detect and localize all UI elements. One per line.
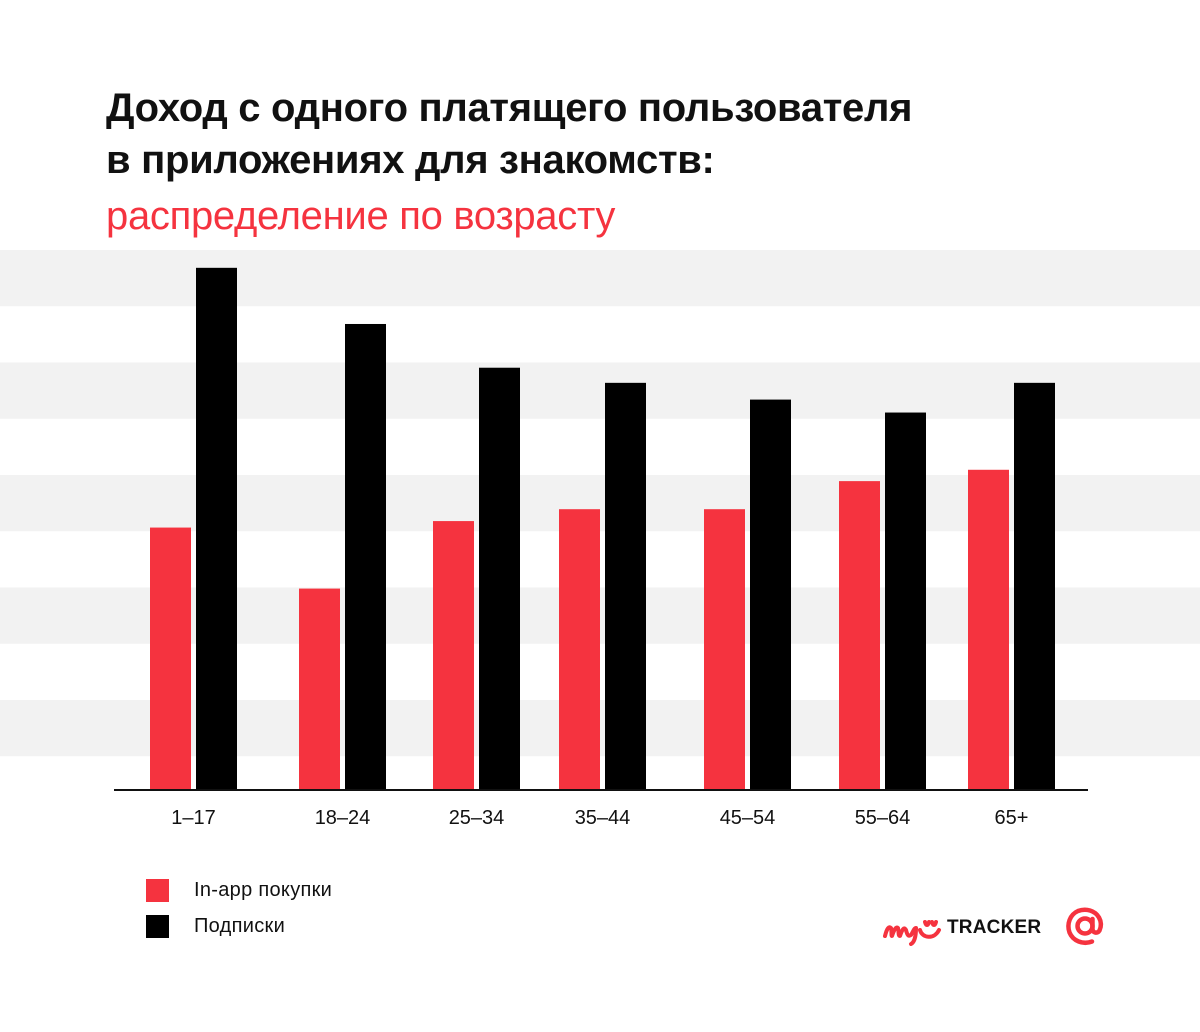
bar-subscriptions-6 (1014, 382, 1055, 790)
bar-subscriptions-0 (196, 267, 237, 790)
x-tick-label-6: 65+ (995, 807, 1029, 829)
mytracker-logo: TRACKER (881, 910, 1041, 946)
bar-inapp-6 (968, 469, 1009, 790)
chart-title-line-2: в приложениях для знакомств: (106, 138, 715, 182)
legend-item-subscriptions: Подписки (146, 908, 332, 944)
legend-label-subscriptions: Подписки (194, 914, 286, 937)
bar-inapp-1 (299, 588, 340, 790)
mytracker-wordmark: TRACKER (947, 917, 1042, 938)
chart-title-block: Доход с одного платящего пользователя в … (106, 82, 912, 246)
bar-inapp-5 (839, 481, 880, 790)
x-tick-label-0: 1–17 (171, 807, 216, 829)
x-tick-label-4: 45–54 (720, 807, 776, 829)
x-tick-label-2: 25–34 (449, 807, 505, 829)
mytracker-my-icon (883, 920, 941, 946)
bar-subscriptions-4 (750, 399, 791, 790)
legend-label-inapp: In-app покупки (194, 878, 333, 901)
bar-inapp-0 (150, 527, 191, 790)
grid-band (0, 250, 1200, 307)
legend-item-inapp: In-app покупки (146, 872, 332, 908)
bar-inapp-4 (704, 509, 745, 790)
chart-title-line-1: Доход с одного платящего пользователя (106, 86, 913, 130)
bar-inapp-3 (559, 509, 600, 790)
legend-swatch-inapp (146, 878, 169, 902)
x-tick-label-5: 55–64 (855, 807, 911, 829)
bar-subscriptions-5 (885, 412, 926, 790)
legend-swatch-subscriptions (146, 914, 169, 938)
bar-subscriptions-1 (345, 323, 386, 790)
x-tick-label-3: 35–44 (575, 807, 631, 829)
bar-inapp-2 (433, 521, 474, 790)
chart-legend: In-app покупки Подписки (146, 872, 332, 944)
bar-chart: 1–17 18–24 25–34 35–44 45–54 55–64 65+ (0, 250, 1200, 829)
at-sign-icon (1066, 907, 1104, 946)
x-tick-label-1: 18–24 (315, 807, 371, 829)
chart-subtitle: распределение по возрасту (106, 194, 616, 238)
bar-subscriptions-3 (605, 382, 646, 790)
bar-subscriptions-2 (479, 367, 520, 790)
